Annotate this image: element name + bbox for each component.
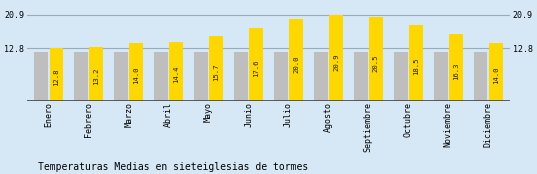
Text: 14.0: 14.0 [133, 66, 139, 84]
Bar [369, 17, 383, 101]
Text: 20.9: 20.9 [333, 54, 339, 71]
Bar [249, 29, 263, 101]
Text: 20.0: 20.0 [293, 55, 299, 73]
Text: 17.6: 17.6 [253, 60, 259, 77]
Bar [474, 52, 488, 101]
Bar [314, 52, 328, 101]
Bar [34, 52, 48, 101]
Text: 16.3: 16.3 [453, 62, 459, 80]
Text: 18.5: 18.5 [413, 58, 419, 76]
Bar [449, 34, 463, 101]
Bar [394, 52, 408, 101]
Bar [329, 15, 343, 101]
Bar [74, 52, 88, 101]
Bar [234, 52, 248, 101]
Bar [194, 52, 208, 101]
Bar [90, 47, 104, 101]
Bar [274, 52, 288, 101]
Text: 20.5: 20.5 [373, 54, 379, 72]
Text: 14.4: 14.4 [173, 66, 179, 83]
Bar [209, 36, 223, 101]
Text: 13.2: 13.2 [93, 68, 99, 85]
Bar [169, 42, 183, 101]
Bar [433, 52, 447, 101]
Bar [114, 52, 128, 101]
Bar [49, 48, 63, 101]
Text: 14.0: 14.0 [492, 66, 499, 84]
Text: Temperaturas Medias en sieteiglesias de tormes: Temperaturas Medias en sieteiglesias de … [38, 162, 308, 172]
Bar [129, 43, 143, 101]
Bar [409, 25, 423, 101]
Bar [289, 19, 303, 101]
Bar [154, 52, 168, 101]
Bar [354, 52, 368, 101]
Text: 15.7: 15.7 [213, 63, 219, 81]
Bar [489, 43, 503, 101]
Text: 12.8: 12.8 [54, 69, 60, 86]
